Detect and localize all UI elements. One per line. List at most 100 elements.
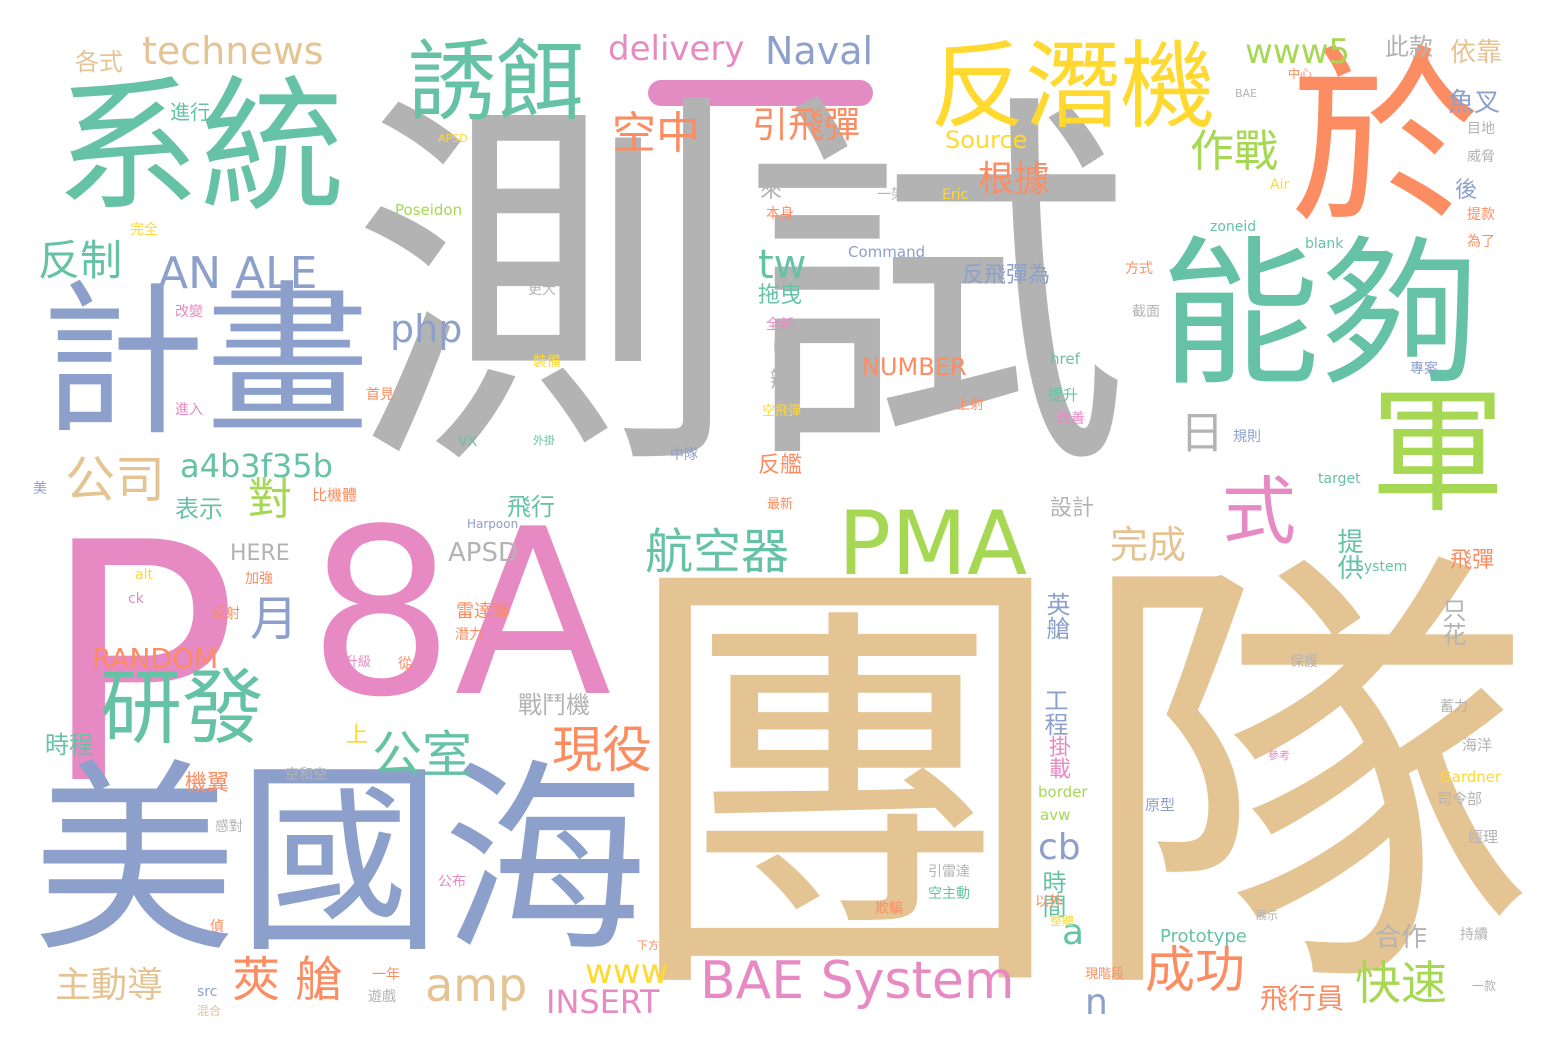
word-target: target [1318,471,1361,487]
word-ci-kuan: 此款 [1385,33,1433,61]
word-ti-kuan: 提款 [1467,207,1495,223]
word-xian-jie-duan: 現階段 [1085,967,1125,982]
word-wan-cheng: 完成 [1110,523,1187,567]
word-qi-pian: 欺騙 [875,901,903,917]
word-delivery: delivery [608,29,745,69]
word-technews: technews [142,29,324,73]
word-apsd: APSD [448,538,518,568]
word-ce-shi: 測試 [350,63,1130,517]
word-zuo-zhan: 作戰 [1190,126,1278,177]
word-naval: Naval [765,29,874,73]
word-yi-jia: 一架 [877,187,905,203]
word-fei-xing: 飛行 [507,493,555,521]
word-you-er: 誘餌 [408,30,585,133]
word-wei-le: 為了 [1467,234,1495,250]
word-kong-he-kong: 空和空 [285,767,327,783]
word-xi-tong: 系統 [55,63,345,232]
word-yi-nian: 一年 [372,967,400,983]
word-fan-she: 反射 [212,606,240,622]
word-blank: blank [1305,236,1344,252]
word-neng-gou: 能夠 [1160,221,1481,408]
word-cb: cb [1038,827,1081,868]
word-yi-kao: 依靠 [1450,38,1503,68]
word-fei-dan: 飛彈 [1450,548,1495,573]
word-shang: 上 [346,723,369,748]
word-mu-di: 目地 [1467,121,1495,137]
word-zhi-hua: 只花 [1438,598,1466,646]
word-bao-hu: 保護 [1290,654,1318,670]
word-bi-ji-ti: 比機體 [312,486,358,504]
word-amp: amp [425,958,528,1012]
word-ck: ck [128,591,144,607]
word-gen-ju: 根據 [978,159,1051,200]
word-shou-jian: 首見 [366,387,394,403]
word-img: img [773,339,800,355]
word-he-zuo: 合作 [1375,923,1428,953]
word-shi: 式 [1222,469,1296,555]
word-xu-li: 蓄力 [1440,699,1468,715]
word-alt: alt [135,567,153,583]
word-fan-fei-dan-wei: 反飛彈為 [962,263,1051,288]
word-fan-qian-ji: 反潛機 [930,32,1216,142]
word-cong: 從 [398,656,412,672]
word-number: NUMBER [862,353,967,381]
word-can-kao: 參考 [1268,749,1290,762]
word-zhu-dong-dao: 主動導 [55,965,164,1006]
word-prototype: Prototype [1160,926,1247,947]
word-yi-kuan: 一款 [1472,979,1497,993]
word-ben-shen: 本身 [766,206,794,222]
word-ji-hua: 計畫 [40,266,370,458]
word-a4b3f35b: a4b3f35b [180,447,333,485]
word-poseidon: Poseidon [395,201,463,219]
word-gong-shi: 公室 [372,726,472,784]
word-zhong-dui: 中隊 [670,447,698,463]
word-hang-kong-qi: 航空器 [645,524,790,580]
word-gong-cheng: 工程 [1040,688,1068,736]
word-jun: 軍 [1370,374,1505,531]
word-insert: INSERT [546,983,660,1021]
word-ji-yi: 機翼 [185,771,230,796]
word-biao-shi: 表示 [175,495,223,523]
word-ying-cang-big: 莢 艙 [232,952,344,1008]
word-cheng-gong: 成功 [1145,941,1245,999]
word-a: a [1062,912,1085,953]
word-pma: PMA [838,492,1028,595]
word-www5: www5 [1245,32,1351,72]
word-tuo-ye: 拖曳 [758,283,803,308]
word-src: src [197,984,218,1000]
word-eric: Eric [942,187,969,203]
word-zui-xin: 最新 [767,497,794,512]
word-ti-sheng: 提升 [1048,386,1079,404]
word-p: P [40,473,239,857]
word-8a: 8A [308,481,612,748]
word-yue: 月 [250,591,299,647]
word-fang-shi: 方式 [1125,261,1153,277]
word-zoneid: zoneid [1210,219,1257,235]
word-mei-guo-hai: 美國海 [32,743,647,981]
word-system-small: System [1355,559,1408,575]
word-qian-li: 潛力 [455,627,483,643]
word-border: border [1038,783,1088,801]
word-avw: avw [1040,806,1071,824]
word-gong-bu: 公布 [438,874,466,890]
word-sheng-ji: 升級 [345,655,372,670]
word-she-ji: 設計 [1050,496,1095,521]
word-bae-system: BAE System [700,951,1015,1011]
word-yi-wai: 以外 [1035,894,1063,910]
word-zhong-xin: 中心 [1288,67,1313,81]
word-www: www [585,952,669,992]
word-gan-dui: 感對 [215,819,243,835]
word-yin-lei-da: 引雷達 [928,864,970,880]
word-you-xi: 遊戲 [368,989,396,1005]
word-dui: 對 [248,474,292,525]
word-wan-quan: 完全 [130,222,158,238]
word-jing-li: 經理 [1468,828,1499,846]
word-geng-da: 更大 [528,282,556,298]
word-zhen: 偵 [210,919,224,935]
word-harpoon: Harpoon [467,517,519,531]
word-command: Command [848,243,926,261]
word-vx: VX [458,434,478,450]
word-yin-fei-dan: 引飛彈 [752,105,861,146]
word-gai-shan: 改善 [1057,411,1085,427]
